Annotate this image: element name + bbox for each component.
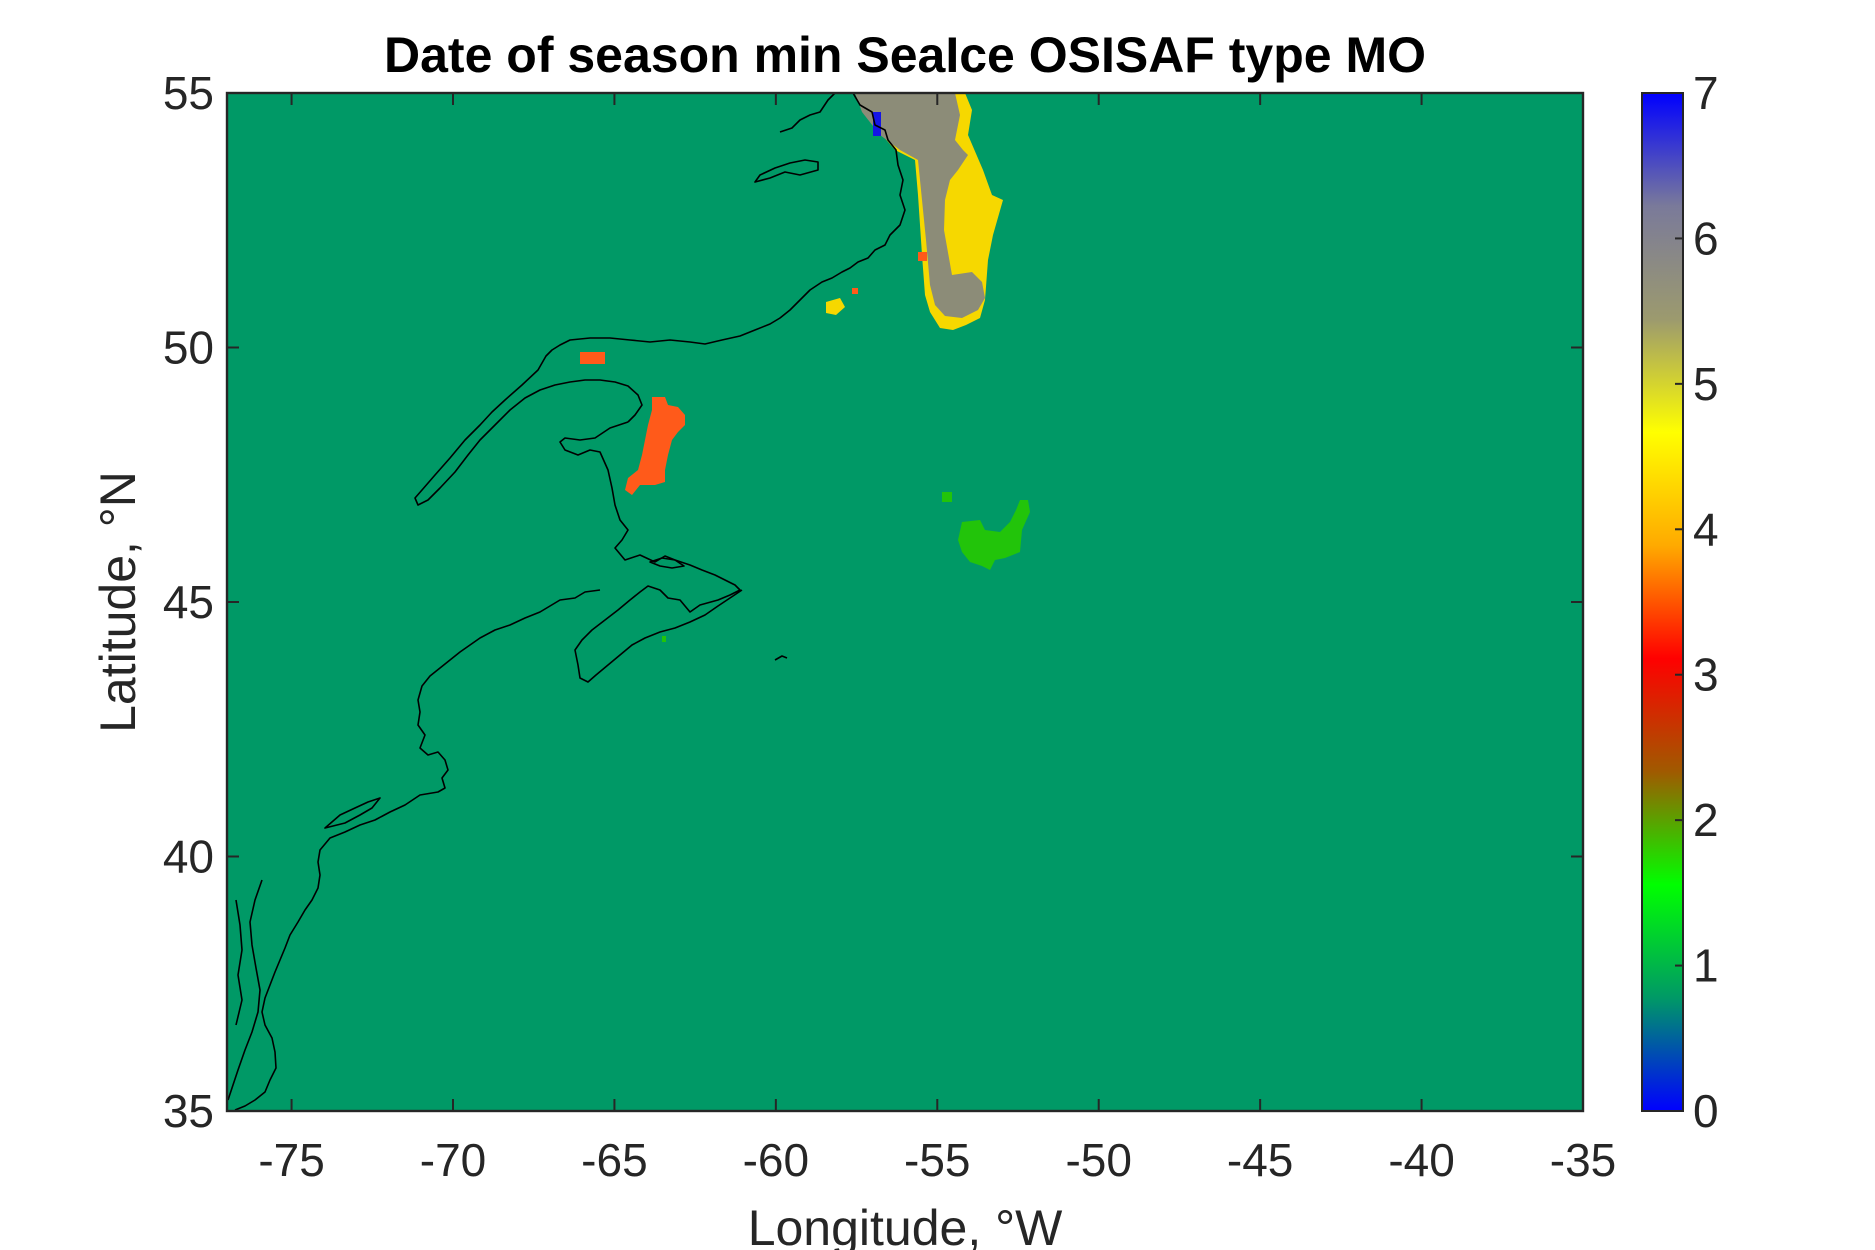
colorbar-tick-label: 1 (1693, 940, 1719, 992)
region-grand-banks-green (958, 500, 1030, 570)
y-tick-label: 45 (163, 576, 214, 628)
coastline-sable-island (774, 655, 788, 661)
colorbar-ticks: 0 1 2 3 4 5 6 7 (1675, 67, 1719, 1137)
region-grand-banks-green-small (942, 492, 952, 502)
colorbar-tick-label: 4 (1693, 503, 1719, 555)
x-tick-label: -55 (904, 1134, 970, 1186)
y-tick-label: 55 (163, 67, 214, 119)
coastline-new-england (234, 589, 601, 1111)
colorbar-tick-label: 0 (1693, 1085, 1719, 1137)
x-tick-label: -40 (1388, 1134, 1454, 1186)
colorbar-box (1641, 92, 1684, 1112)
x-axis: -75 -70 -65 -60 -55 -50 -45 -40 -35 (258, 93, 1616, 1186)
coastline-labrador-inlets (754, 93, 836, 183)
coastline-pei (649, 557, 685, 569)
y-tick-label: 40 (163, 831, 214, 883)
chart-title: Date of season min SeaIce OSISAF type MO (384, 27, 1426, 83)
coastline (227, 93, 906, 1111)
y-axis-label: Latitude, °N (90, 471, 146, 733)
region-labrador-blue-patch (873, 112, 881, 136)
coastline-gaspe-maritimes (559, 421, 743, 683)
x-tick-label: -75 (258, 1134, 324, 1186)
colorbar-gradient (1642, 93, 1683, 1111)
x-tick-label: -45 (1227, 1134, 1293, 1186)
region-gulf-st-lawrence-orange (625, 397, 685, 495)
coastline-long-island (324, 797, 381, 829)
coastline-chesapeake (227, 879, 263, 1101)
region-newfoundland-small-orange (918, 252, 927, 261)
x-tick-label: -65 (581, 1134, 647, 1186)
region-labrador-shelf-grey (855, 93, 985, 318)
x-tick-label: -50 (1065, 1134, 1131, 1186)
region-north-shore-orange (580, 352, 605, 364)
colorbar: 0 1 2 3 4 5 6 7 (1641, 67, 1719, 1137)
region-newfoundland-small-orange-2 (852, 288, 858, 294)
x-tick-label: -70 (420, 1134, 486, 1186)
data-regions (580, 93, 1030, 642)
colorbar-tick-label: 2 (1693, 794, 1719, 846)
x-tick-label: -60 (743, 1134, 809, 1186)
coastline-labrador-north-shore (414, 93, 906, 506)
x-tick-label: -35 (1550, 1134, 1616, 1186)
y-axis: 35 40 45 50 55 (163, 67, 1583, 1137)
colorbar-tick-label: 7 (1693, 67, 1719, 119)
y-tick-label: 35 (163, 1085, 214, 1137)
colorbar-tick-label: 3 (1693, 649, 1719, 701)
y-tick-label: 50 (163, 322, 214, 374)
region-nova-scotia-green-dot (662, 636, 666, 642)
plot-background (227, 93, 1583, 1111)
colorbar-tick-label: 6 (1693, 212, 1719, 264)
colorbar-tick-label: 5 (1693, 358, 1719, 410)
region-newfoundland-small-yellow (826, 298, 845, 315)
x-axis-label: Longitude, °W (748, 1200, 1063, 1250)
